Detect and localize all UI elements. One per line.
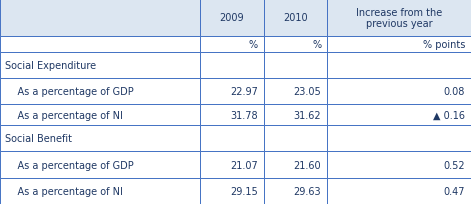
Text: 29.15: 29.15 <box>230 186 258 196</box>
Text: 31.62: 31.62 <box>293 110 321 120</box>
Text: 0.08: 0.08 <box>444 86 465 96</box>
Text: 23.05: 23.05 <box>293 86 321 96</box>
Bar <box>264 152 327 178</box>
Bar <box>200 52 264 79</box>
Text: 2009: 2009 <box>219 13 244 23</box>
Bar <box>264 105 327 125</box>
Text: As a percentage of NI: As a percentage of NI <box>5 110 122 120</box>
Bar <box>327 37 471 52</box>
Text: 29.63: 29.63 <box>293 186 321 196</box>
Bar <box>200 125 264 152</box>
Text: As a percentage of NI: As a percentage of NI <box>5 186 122 196</box>
Text: %: % <box>312 40 321 49</box>
Bar <box>0 0 200 37</box>
Bar <box>0 37 200 52</box>
Bar <box>200 0 264 37</box>
Bar <box>264 37 327 52</box>
Bar <box>264 79 327 105</box>
Text: As a percentage of GDP: As a percentage of GDP <box>5 160 133 170</box>
Bar <box>327 79 471 105</box>
Bar <box>0 79 200 105</box>
Text: 21.07: 21.07 <box>230 160 258 170</box>
Text: 31.78: 31.78 <box>230 110 258 120</box>
Text: 0.47: 0.47 <box>443 186 465 196</box>
Bar <box>200 37 264 52</box>
Text: 21.60: 21.60 <box>293 160 321 170</box>
Bar <box>264 52 327 79</box>
Text: Social Benefit: Social Benefit <box>5 134 72 144</box>
Bar <box>0 125 200 152</box>
Bar <box>0 52 200 79</box>
Text: As a percentage of GDP: As a percentage of GDP <box>5 86 133 96</box>
Bar <box>0 178 200 204</box>
Bar <box>0 105 200 125</box>
Text: % points: % points <box>422 40 465 49</box>
Bar <box>327 0 471 37</box>
Bar <box>264 178 327 204</box>
Bar <box>327 52 471 79</box>
Bar <box>264 0 327 37</box>
Text: Social Expenditure: Social Expenditure <box>5 60 96 70</box>
Text: 0.52: 0.52 <box>443 160 465 170</box>
Bar <box>327 152 471 178</box>
Bar <box>327 105 471 125</box>
Text: 22.97: 22.97 <box>230 86 258 96</box>
Bar <box>0 152 200 178</box>
Bar <box>200 152 264 178</box>
Bar <box>200 105 264 125</box>
Bar <box>327 178 471 204</box>
Bar <box>200 79 264 105</box>
Text: ▲ 0.16: ▲ 0.16 <box>433 110 465 120</box>
Bar <box>200 178 264 204</box>
Text: 2010: 2010 <box>283 13 308 23</box>
Bar <box>264 125 327 152</box>
Text: Increase from the
previous year: Increase from the previous year <box>356 8 442 29</box>
Text: %: % <box>249 40 258 49</box>
Bar <box>327 125 471 152</box>
